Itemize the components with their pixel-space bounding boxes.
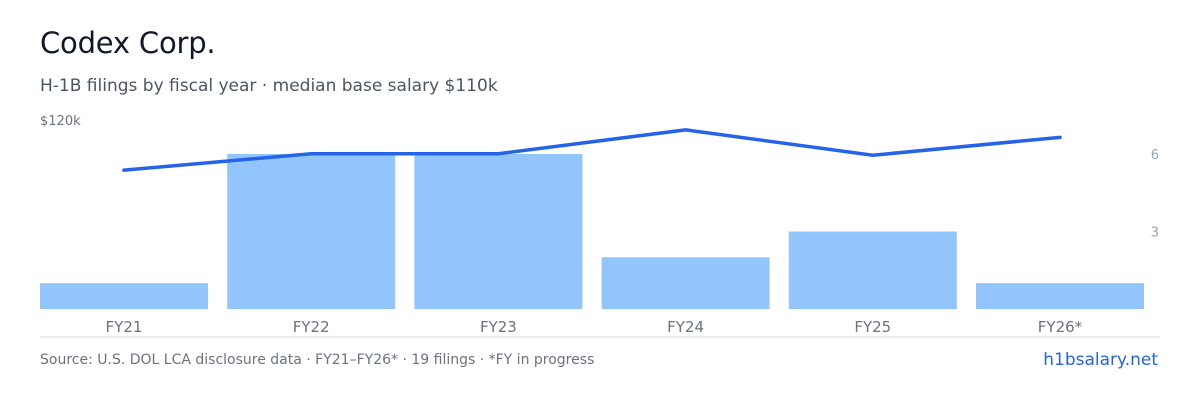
bar-fy22 xyxy=(227,154,395,309)
x-tick-label: FY24 xyxy=(667,318,704,336)
x-tick-label: FY25 xyxy=(854,318,891,336)
bar-fy25 xyxy=(789,232,957,310)
bar-fy21 xyxy=(40,283,208,309)
left-axis-label: $120k xyxy=(40,114,81,129)
site-link[interactable]: h1bsalary.net xyxy=(1043,350,1158,370)
x-tick-label: FY23 xyxy=(480,318,517,336)
x-tick-label: FY21 xyxy=(106,318,143,336)
x-tick-label: FY22 xyxy=(293,318,330,336)
bar-fy24 xyxy=(602,257,770,309)
right-axis-tick-label: 6 xyxy=(1151,148,1159,163)
bars-layer xyxy=(40,154,1144,309)
bar-fy26-star xyxy=(976,283,1144,309)
source-note: Source: U.S. DOL LCA disclosure data · F… xyxy=(40,352,594,368)
x-tick-label: FY26* xyxy=(1038,318,1083,336)
bar-fy23 xyxy=(414,154,582,309)
right-axis-tick-label: 3 xyxy=(1151,226,1159,241)
